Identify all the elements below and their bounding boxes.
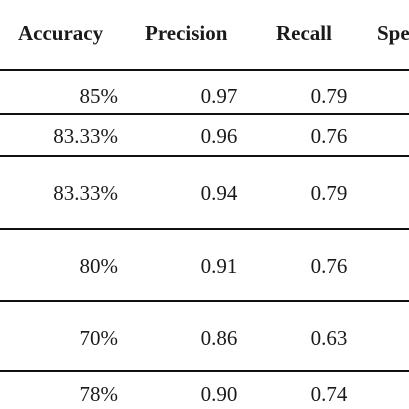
row-1-precision: 0.97: [200, 84, 238, 108]
row-rule: [0, 155, 409, 157]
row-4-recall: 0.76: [310, 254, 348, 278]
header-recall: Recall: [276, 21, 332, 45]
row-2-accuracy: 83.33%: [53, 124, 118, 148]
row-1-accuracy: 85%: [79, 84, 119, 108]
row-3-recall: 0.79: [310, 181, 348, 205]
row-6-accuracy: 78%: [79, 382, 119, 406]
row-6-precision: 0.90: [200, 382, 238, 406]
header-rule: [0, 69, 409, 71]
row-3-accuracy: 83.33%: [53, 181, 118, 205]
row-rule: [0, 113, 409, 115]
header-precision: Precision: [145, 21, 228, 45]
row-rule: [0, 370, 409, 372]
row-4-accuracy: 80%: [79, 254, 119, 278]
row-4-precision: 0.91: [200, 254, 238, 278]
row-3-precision: 0.94: [200, 181, 238, 205]
header-accuracy: Accuracy: [18, 21, 104, 45]
row-rule: [0, 300, 409, 302]
row-1-recall: 0.79: [310, 84, 348, 108]
row-5-recall: 0.63: [310, 326, 348, 350]
row-2-precision: 0.96: [200, 124, 238, 148]
header-specificity: Spe: [377, 21, 409, 45]
row-2-recall: 0.76: [310, 124, 348, 148]
row-5-accuracy: 70%: [79, 326, 119, 350]
row-5-precision: 0.86: [200, 326, 238, 350]
row-6-recall: 0.74: [310, 382, 348, 406]
row-rule: [0, 228, 409, 230]
